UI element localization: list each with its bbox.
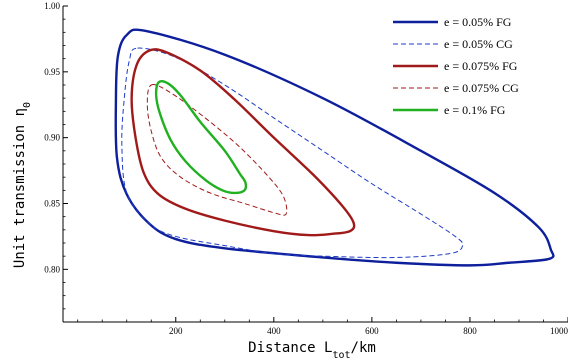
series-line-4 xyxy=(146,84,288,216)
x-tick-label: 1000 xyxy=(550,326,568,336)
series-line-2 xyxy=(121,47,464,259)
series-line-1 xyxy=(114,28,555,267)
x-tick-label: 800 xyxy=(463,326,477,336)
y-tick-label: 0.80 xyxy=(44,264,60,274)
y-tick-label: 1.00 xyxy=(44,1,60,11)
x-tick-label: 400 xyxy=(267,326,281,336)
series-line-3 xyxy=(130,48,356,237)
axis-ticks xyxy=(63,5,568,322)
y-axis-title: Unit transmission η0 xyxy=(12,102,33,268)
series-layer xyxy=(114,28,555,267)
y-tick-label: 0.90 xyxy=(44,133,60,143)
legend-entry: e = 0.05% FG xyxy=(444,15,512,29)
x-tick-label: 200 xyxy=(169,326,183,336)
y-tick-label: 0.95 xyxy=(44,67,60,77)
legend-entry: e = 0.1% FG xyxy=(444,103,506,117)
y-tick-label: 0.85 xyxy=(44,199,60,209)
x-tick-label: 600 xyxy=(365,326,379,336)
legend-entry: e = 0.075% CG xyxy=(444,81,519,95)
legend: e = 0.05% FG e = 0.05% CG e = 0.075% FG e =… xyxy=(393,15,519,117)
x-axis-title: Distance Ltot/km xyxy=(248,340,376,358)
series-line-5 xyxy=(154,80,248,195)
legend-entry: e = 0.075% FG xyxy=(444,59,518,73)
legend-entry: e = 0.05% CG xyxy=(444,37,513,51)
tick-labels: 0.80 0.85 0.90 0.95 1.00 200 400 600 800 1000 xyxy=(44,1,568,336)
